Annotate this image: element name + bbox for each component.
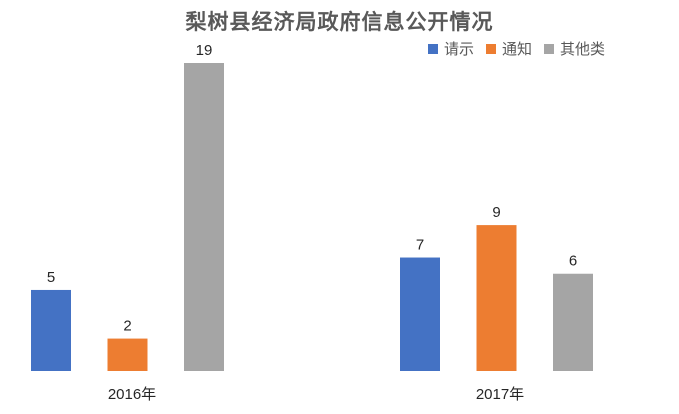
data-label-qitalei-cat-2016: 19: [196, 42, 213, 59]
legend-swatch-qitalei: [544, 43, 555, 54]
category-label-cat-2016: 2016年: [108, 386, 156, 403]
legend: 请示 通知 其他类: [428, 38, 605, 59]
data-label-qingshi-cat-2017: 7: [416, 237, 424, 254]
bar-tongzhi-cat-2016: [107, 338, 148, 371]
bar-qingshi-cat-2016: [31, 289, 71, 371]
legend-label-tongzhi: 通知: [502, 40, 533, 58]
legend-item-tongzhi: 通知: [486, 38, 532, 59]
legend-item-qitalei: 其他类: [544, 38, 605, 59]
bar-qitalei-cat-2017: [553, 273, 593, 371]
data-label-qingshi-cat-2016: 5: [47, 269, 55, 286]
chart-title: 梨树县经济局政府信息公开情况: [185, 10, 494, 34]
legend-swatch-tongzhi: [486, 43, 497, 54]
data-label-tongzhi-cat-2016: 2: [123, 318, 131, 335]
data-label-tongzhi-cat-2017: 9: [492, 204, 500, 221]
legend-label-qingshi: 请示: [444, 40, 475, 58]
legend-swatch-qingshi: [428, 43, 438, 54]
data-label-qitalei-cat-2017: 6: [569, 253, 577, 270]
bar-tongzhi-cat-2017: [476, 225, 517, 371]
category-label-cat-2017: 2017年: [476, 386, 524, 403]
legend-item-qingshi: 请示: [428, 38, 474, 59]
bar-qingshi-cat-2017: [400, 257, 440, 371]
legend-label-qitalei: 其他类: [560, 40, 606, 58]
bar-qitalei-cat-2016: [184, 63, 224, 371]
